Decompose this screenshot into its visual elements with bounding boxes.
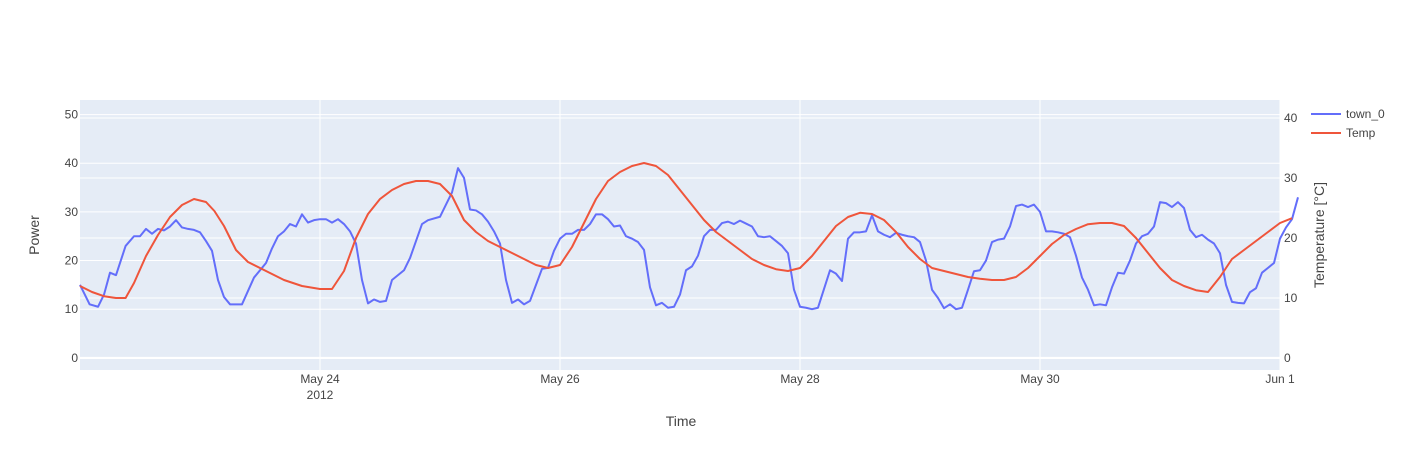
y2-ticks: 0 10 20 30 40	[1284, 111, 1298, 365]
y2-tick-label: 0	[1284, 351, 1291, 365]
y-tick-label: 40	[65, 156, 79, 170]
y-tick-label: 20	[65, 254, 79, 268]
x-tick-label: May 26	[540, 372, 580, 386]
x-tick-label: May 30	[1020, 372, 1060, 386]
y2-tick-label: 20	[1284, 231, 1298, 245]
legend[interactable]: town_0 Temp	[1311, 107, 1385, 140]
y2-tick-label: 40	[1284, 111, 1298, 125]
series-line-temp	[79, 162, 1293, 299]
y2-tick-label: 30	[1284, 171, 1298, 185]
x-tick-label: Jun 1	[1265, 372, 1295, 386]
series-lines	[79, 162, 1299, 311]
y-ticks: 0 10 20 30 40 50	[65, 108, 79, 365]
x-tick-label: May 28	[780, 372, 820, 386]
x-axis-title: Time	[666, 413, 697, 429]
x-tick-sublabel: 2012	[307, 388, 334, 402]
legend-item[interactable]: town_0	[1311, 107, 1385, 121]
y-axis-title: Power	[26, 215, 42, 255]
x-ticks: May 24 2012 May 26 May 28 May 30 Jun 1	[300, 372, 1295, 402]
legend-label: town_0	[1346, 107, 1385, 121]
series-line-town-0	[79, 167, 1299, 311]
y-tick-label: 10	[65, 302, 79, 316]
y-tick-label: 50	[65, 108, 79, 122]
y-tick-label: 0	[71, 351, 78, 365]
y2-tick-label: 10	[1284, 291, 1298, 305]
legend-label: Temp	[1346, 126, 1376, 140]
plot-area	[80, 100, 1280, 370]
legend-item[interactable]: Temp	[1311, 126, 1376, 140]
y-tick-label: 30	[65, 205, 79, 219]
y2-axis-title: Temperature [°C]	[1311, 182, 1327, 288]
grid	[80, 100, 1281, 370]
x-tick-label: May 24	[300, 372, 340, 386]
